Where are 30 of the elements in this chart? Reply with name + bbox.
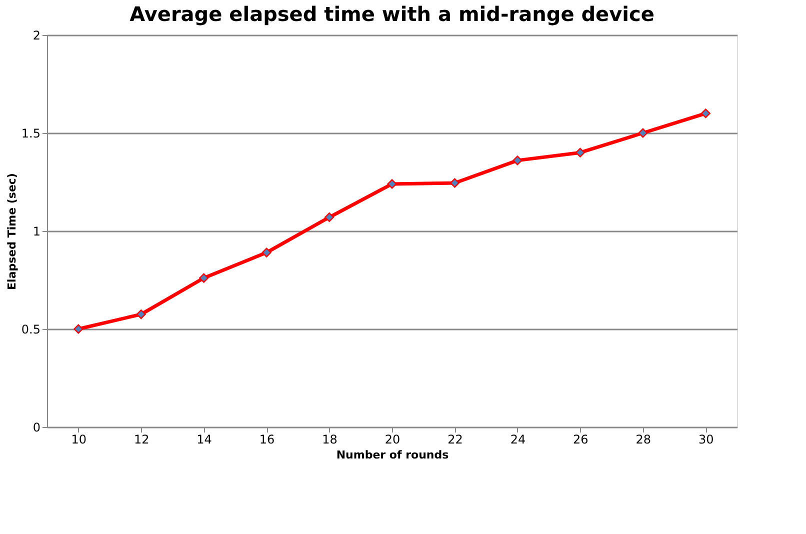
point [199, 273, 209, 283]
x-tick-label: 26 [573, 432, 588, 446]
x-tick-label: 20 [384, 432, 400, 446]
x-tick-label: 14 [196, 432, 212, 446]
x-tick-label: 24 [510, 432, 526, 446]
x-tick-label: 30 [698, 432, 714, 446]
y-tick-label: 2 [32, 28, 40, 42]
y-tick-label: 1 [32, 224, 40, 238]
x-tick-label: 12 [134, 432, 150, 446]
y-axis-title: Elapsed Time (sec) [5, 173, 18, 290]
x-tick-label: 18 [322, 432, 338, 446]
point [262, 248, 272, 258]
point [700, 108, 710, 118]
x-axis-title: Number of rounds [336, 448, 450, 462]
x-tick-label: 10 [71, 432, 87, 446]
point [136, 310, 146, 320]
x-tick-label: 16 [259, 432, 275, 446]
point [575, 148, 585, 158]
point [450, 178, 460, 188]
point [74, 324, 84, 334]
x-tick-label: 28 [636, 432, 652, 446]
point [324, 212, 334, 222]
chart-title: Average elapsed time with a mid-range device [130, 2, 654, 26]
y-tick-label: 1.5 [21, 126, 40, 140]
x-tick-label: 22 [448, 432, 463, 446]
y-tick-label: 0.5 [21, 322, 40, 336]
y-tick-label: 0 [32, 420, 40, 434]
point [387, 179, 397, 189]
point [638, 128, 648, 138]
point [512, 156, 522, 166]
